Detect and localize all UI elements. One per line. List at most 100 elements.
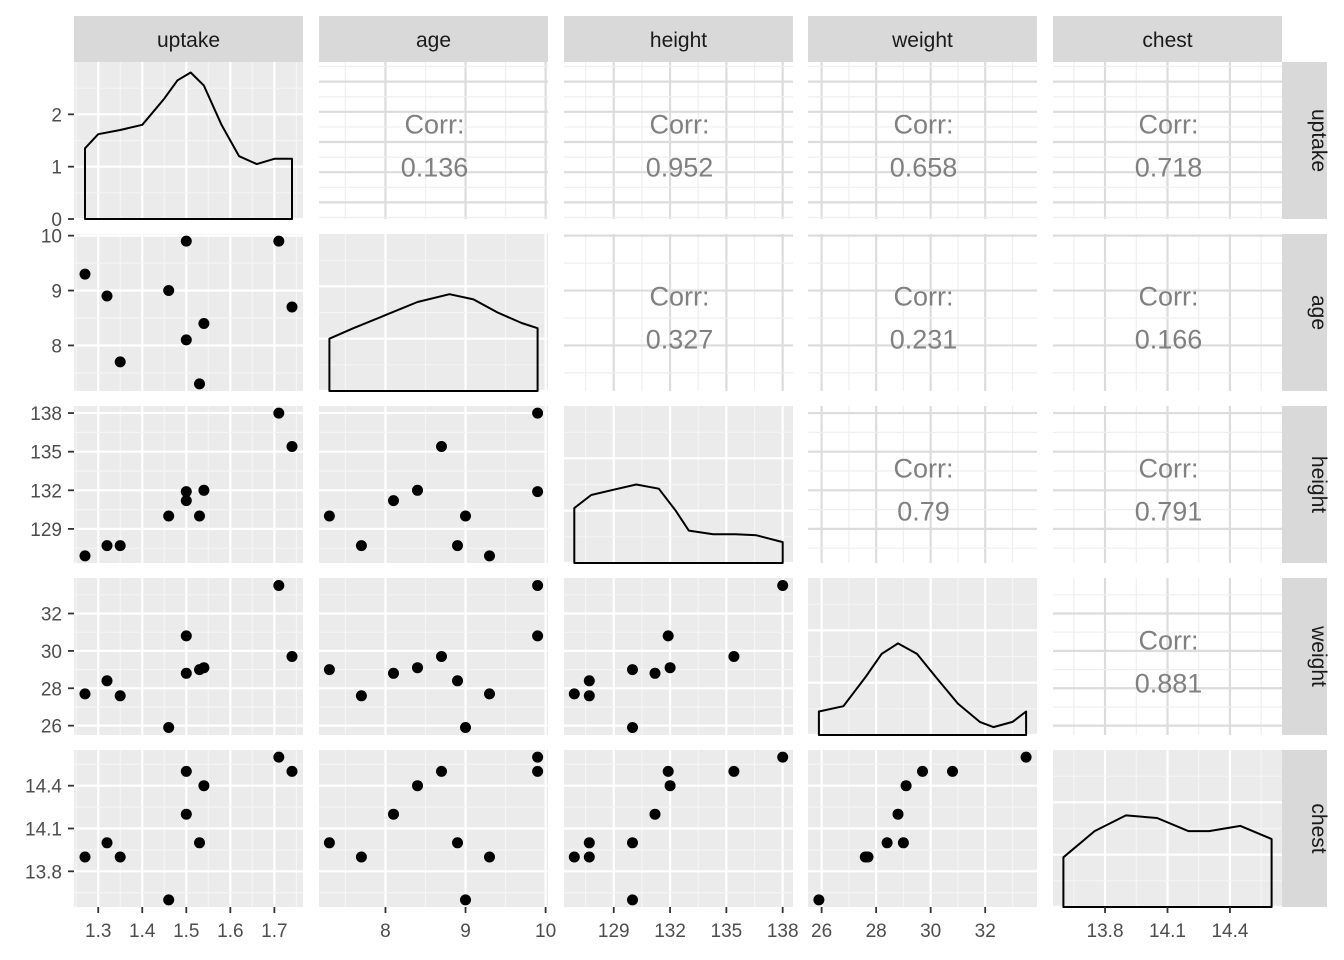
scatter-point-chest-vs-height-1 bbox=[583, 837, 595, 849]
scatter-panel-weight-uptake bbox=[74, 578, 303, 735]
scatter-point-chest-vs-weight-7 bbox=[900, 780, 912, 792]
scatter-panel-height-uptake bbox=[74, 406, 303, 563]
corr-value-age-height: 0.327 bbox=[646, 325, 714, 355]
panel-background bbox=[74, 578, 303, 735]
scatter-point-age-vs-uptake-1 bbox=[101, 290, 113, 302]
density-panel-age bbox=[319, 234, 548, 393]
scatter-point-weight-vs-uptake-1 bbox=[101, 675, 113, 687]
x-tick-label-uptake: 1.6 bbox=[217, 921, 243, 942]
scatter-point-height-vs-uptake-8 bbox=[273, 407, 285, 419]
scatter-point-height-vs-uptake-2 bbox=[114, 540, 126, 552]
panel-background bbox=[74, 234, 303, 391]
x-tick-label-uptake: 1.4 bbox=[129, 921, 156, 942]
y-tick-label-chest: 14.4 bbox=[25, 777, 62, 798]
density-panel-chest bbox=[1053, 750, 1282, 909]
strip-top-weight bbox=[808, 16, 1037, 62]
strip-right-chest bbox=[1281, 750, 1327, 907]
corr-label: Corr: bbox=[1139, 110, 1199, 140]
scatter-point-height-vs-age-6 bbox=[323, 510, 335, 522]
scatter-point-height-vs-age-0 bbox=[484, 550, 495, 562]
strip-label-height: height bbox=[650, 29, 707, 52]
scatter-point-height-vs-uptake-9 bbox=[286, 441, 298, 452]
y-tick-label-age: 8 bbox=[51, 336, 62, 357]
x-tick-label-uptake: 1.7 bbox=[261, 921, 287, 942]
x-tick-label-age: 10 bbox=[535, 921, 556, 942]
strip-row-label-age: age bbox=[1307, 295, 1330, 330]
y-tick-label-weight: 30 bbox=[41, 642, 62, 663]
x-tick-label-weight: 28 bbox=[866, 921, 887, 942]
panel-background bbox=[319, 578, 548, 735]
scatter-point-height-vs-age-1 bbox=[452, 540, 463, 552]
x-tick-label-weight: 32 bbox=[975, 921, 996, 942]
corr-panel-age-weight bbox=[808, 234, 1037, 391]
x-tick-label-age: 8 bbox=[380, 921, 391, 942]
panel-background bbox=[808, 62, 1037, 219]
scatter-panel-chest-weight bbox=[808, 750, 1037, 907]
corr-label: Corr: bbox=[1139, 454, 1199, 484]
corr-panel-age-chest bbox=[1053, 234, 1282, 391]
corr-value-uptake-weight: 0.658 bbox=[890, 153, 958, 183]
scatter-point-chest-vs-weight-5 bbox=[892, 808, 904, 820]
scatter-panel-age-uptake bbox=[74, 234, 303, 391]
scatter-point-weight-vs-age-5 bbox=[388, 667, 399, 679]
scatter-point-chest-vs-uptake-5 bbox=[180, 808, 192, 820]
x-tick-label-chest: 14.1 bbox=[1149, 921, 1186, 942]
y-tick-label-uptake: 2 bbox=[51, 105, 62, 126]
corr-panel-uptake-chest bbox=[1053, 62, 1282, 219]
strip-right-height bbox=[1281, 406, 1327, 563]
scatter-point-weight-vs-uptake-3 bbox=[163, 722, 175, 733]
y-tick-label-age: 9 bbox=[51, 282, 62, 303]
scatter-point-chest-vs-age-2 bbox=[355, 851, 367, 863]
scatter-point-weight-vs-age-7 bbox=[412, 662, 423, 674]
x-tick-label-uptake: 1.3 bbox=[85, 921, 111, 942]
corr-value-uptake-height: 0.952 bbox=[646, 153, 714, 183]
scatter-point-age-vs-uptake-6 bbox=[194, 378, 205, 390]
corr-panel-height-weight bbox=[808, 406, 1037, 563]
scatter-point-weight-vs-age-9 bbox=[436, 651, 447, 662]
panel-background bbox=[808, 406, 1037, 563]
strip-right-age bbox=[1281, 234, 1327, 391]
corr-label: Corr: bbox=[894, 110, 954, 140]
strip-row-label-weight: weight bbox=[1307, 625, 1330, 687]
scatter-point-chest-vs-age-6 bbox=[323, 837, 335, 849]
density-curve-height bbox=[573, 483, 784, 564]
panel-background bbox=[74, 406, 303, 563]
scatter-panel-weight-age bbox=[319, 578, 548, 735]
scatter-point-weight-vs-height-4 bbox=[662, 630, 674, 642]
scatter-point-chest-vs-uptake-4 bbox=[180, 765, 192, 777]
panel-background bbox=[808, 234, 1037, 391]
scatter-point-height-vs-uptake-5 bbox=[180, 495, 192, 507]
y-tick-label-chest: 14.1 bbox=[25, 820, 62, 841]
y-tick-label-weight: 32 bbox=[41, 605, 62, 626]
corr-panel-uptake-age bbox=[319, 62, 548, 219]
scatter-panel-chest-age bbox=[319, 750, 548, 907]
corr-value-uptake-chest: 0.718 bbox=[1135, 153, 1203, 183]
scatter-point-chest-vs-height-6 bbox=[627, 837, 638, 849]
corr-panel-uptake-height bbox=[564, 62, 793, 219]
scatter-point-chest-vs-uptake-1 bbox=[101, 837, 113, 849]
scatter-point-height-vs-age-2 bbox=[355, 540, 367, 552]
x-tick-label-chest: 13.8 bbox=[1087, 921, 1124, 942]
strip-top-uptake bbox=[74, 16, 303, 62]
scatter-point-height-vs-uptake-4 bbox=[180, 486, 192, 498]
scatter-panel-height-age bbox=[319, 406, 548, 563]
scatter-point-weight-vs-uptake-8 bbox=[273, 580, 285, 591]
scatter-point-chest-vs-age-0 bbox=[484, 851, 495, 863]
density-panel-height bbox=[564, 406, 793, 565]
scatter-point-chest-vs-weight-8 bbox=[1020, 751, 1032, 763]
scatter-point-age-vs-uptake-3 bbox=[163, 285, 175, 296]
scatter-point-chest-vs-age-9 bbox=[436, 765, 447, 777]
scatter-point-chest-vs-height-9 bbox=[728, 765, 740, 777]
scatter-point-height-vs-uptake-1 bbox=[101, 540, 113, 552]
scatter-point-weight-vs-age-6 bbox=[323, 664, 335, 676]
scatter-point-height-vs-age-8 bbox=[532, 407, 544, 419]
panel-background bbox=[564, 62, 793, 219]
scatter-point-weight-vs-uptake-4 bbox=[180, 630, 192, 642]
corr-label: Corr: bbox=[894, 454, 954, 484]
scatter-point-chest-vs-age-1 bbox=[452, 837, 463, 849]
corr-value-uptake-age: 0.136 bbox=[401, 153, 469, 183]
scatter-point-weight-vs-age-3 bbox=[460, 722, 471, 733]
scatter-point-chest-vs-age-5 bbox=[388, 808, 399, 820]
scatter-point-age-vs-uptake-0 bbox=[79, 268, 91, 280]
